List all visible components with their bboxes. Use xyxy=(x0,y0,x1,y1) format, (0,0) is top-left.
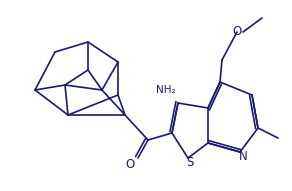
Text: S: S xyxy=(186,156,194,169)
Text: NH₂: NH₂ xyxy=(156,85,176,95)
Text: O: O xyxy=(232,24,241,37)
Text: N: N xyxy=(239,151,247,163)
Text: O: O xyxy=(125,159,135,172)
